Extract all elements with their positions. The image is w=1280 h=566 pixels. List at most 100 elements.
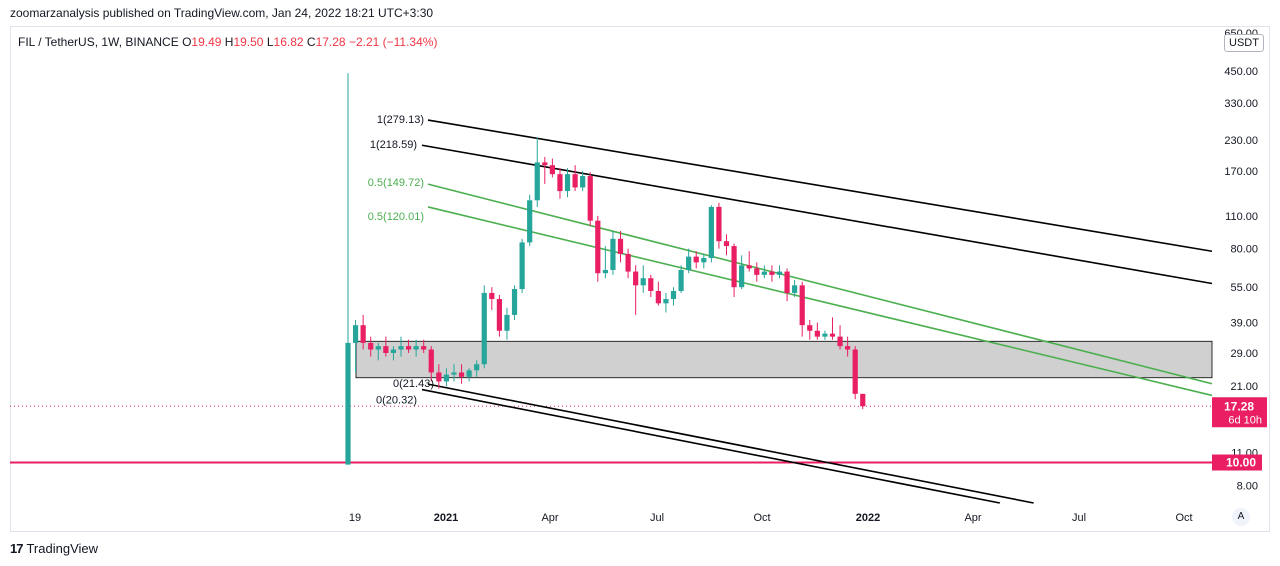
candle-body xyxy=(633,271,639,286)
candle-body xyxy=(360,325,366,343)
candle[interactable] xyxy=(580,171,586,192)
candle[interactable] xyxy=(549,158,555,178)
trendline-2[interactable] xyxy=(427,183,1213,385)
y-tick-label: 330.00 xyxy=(1224,98,1258,110)
candle[interactable] xyxy=(595,215,601,282)
candle[interactable] xyxy=(746,251,752,272)
candle-body xyxy=(829,333,836,337)
symbol-name[interactable]: FIL / TetherUS, 1W, BINANCE xyxy=(18,35,179,49)
candle[interactable] xyxy=(428,346,434,382)
candle[interactable] xyxy=(398,336,404,357)
candle[interactable] xyxy=(708,205,714,263)
candle[interactable] xyxy=(564,168,571,198)
candle[interactable] xyxy=(534,137,540,207)
open-label: O xyxy=(182,35,192,49)
candle[interactable] xyxy=(829,317,836,340)
candle-body xyxy=(519,242,525,290)
candle[interactable] xyxy=(739,255,745,290)
candle[interactable] xyxy=(587,172,593,226)
candle[interactable] xyxy=(458,364,465,384)
candle[interactable] xyxy=(352,319,359,373)
candle[interactable] xyxy=(572,165,578,192)
candle-body xyxy=(716,206,722,242)
candle[interactable] xyxy=(360,314,366,350)
candle[interactable] xyxy=(511,285,518,320)
candle[interactable] xyxy=(670,287,677,306)
fib-label-2: 0.5(149.72) xyxy=(368,177,424,189)
candle[interactable] xyxy=(799,281,805,337)
candle[interactable] xyxy=(860,393,866,410)
candle[interactable] xyxy=(852,346,858,400)
candle-body xyxy=(436,372,442,382)
candle[interactable] xyxy=(731,243,737,297)
candle[interactable] xyxy=(421,339,427,353)
candle[interactable] xyxy=(436,364,442,389)
candle[interactable] xyxy=(504,307,510,340)
candle[interactable] xyxy=(761,265,767,279)
high-value: 19.50 xyxy=(233,35,264,49)
candle[interactable] xyxy=(368,336,374,357)
candle[interactable] xyxy=(405,339,412,353)
candle[interactable] xyxy=(693,251,699,269)
trendline-3[interactable] xyxy=(427,206,1213,397)
trendline-1[interactable] xyxy=(421,144,1213,285)
candle[interactable] xyxy=(723,234,730,256)
candle[interactable] xyxy=(663,292,669,313)
candle[interactable] xyxy=(617,230,624,263)
trendline-5[interactable] xyxy=(421,388,1000,504)
currency-unit-button[interactable]: USDT xyxy=(1224,34,1264,52)
candle[interactable] xyxy=(807,319,813,340)
candle[interactable] xyxy=(383,336,389,357)
candle[interactable] xyxy=(784,268,790,302)
candle[interactable] xyxy=(390,346,397,361)
candle[interactable] xyxy=(769,265,775,282)
candle[interactable] xyxy=(474,360,480,377)
candle[interactable] xyxy=(610,230,616,275)
candle[interactable] xyxy=(792,279,798,297)
candle[interactable] xyxy=(678,265,684,293)
candle-body xyxy=(693,256,699,263)
candle[interactable] xyxy=(413,339,419,357)
trendline-0[interactable] xyxy=(427,119,1213,253)
candle-body xyxy=(496,299,502,331)
tradingview-footer[interactable]: 17 TradingView xyxy=(10,541,98,556)
candle-body xyxy=(617,238,624,254)
candle[interactable] xyxy=(686,248,692,274)
candle[interactable] xyxy=(527,194,533,247)
candle-body xyxy=(398,346,404,350)
candle[interactable] xyxy=(481,285,487,369)
candle[interactable] xyxy=(466,368,472,382)
candle[interactable] xyxy=(496,294,502,337)
candle[interactable] xyxy=(625,248,631,279)
candle[interactable] xyxy=(754,262,760,282)
candle-body xyxy=(701,258,707,263)
candle-body xyxy=(390,349,397,353)
candle[interactable] xyxy=(814,322,820,340)
candle[interactable] xyxy=(375,342,381,361)
candle[interactable] xyxy=(451,364,457,382)
candle[interactable] xyxy=(776,265,783,279)
candle[interactable] xyxy=(542,156,548,184)
candle[interactable] xyxy=(489,287,495,311)
candle[interactable] xyxy=(519,238,525,293)
candle[interactable] xyxy=(602,246,608,279)
candle-body xyxy=(474,364,480,371)
candle[interactable] xyxy=(701,253,707,269)
change-value: −2.21 (−11.34%) xyxy=(348,35,438,49)
candle[interactable] xyxy=(557,168,563,199)
candle[interactable] xyxy=(443,368,450,387)
auto-scale-button[interactable]: A xyxy=(1232,508,1250,526)
candle[interactable] xyxy=(822,330,828,340)
candle-body xyxy=(769,271,775,275)
candle[interactable] xyxy=(845,336,851,357)
candle[interactable] xyxy=(837,325,843,350)
candle-body xyxy=(564,174,571,192)
trendline-4[interactable] xyxy=(427,383,1034,504)
candle[interactable] xyxy=(633,265,639,315)
candle[interactable] xyxy=(655,281,661,306)
candle[interactable] xyxy=(716,202,722,249)
candle[interactable] xyxy=(648,274,654,297)
candle[interactable] xyxy=(640,265,646,293)
candle[interactable] xyxy=(345,73,351,465)
